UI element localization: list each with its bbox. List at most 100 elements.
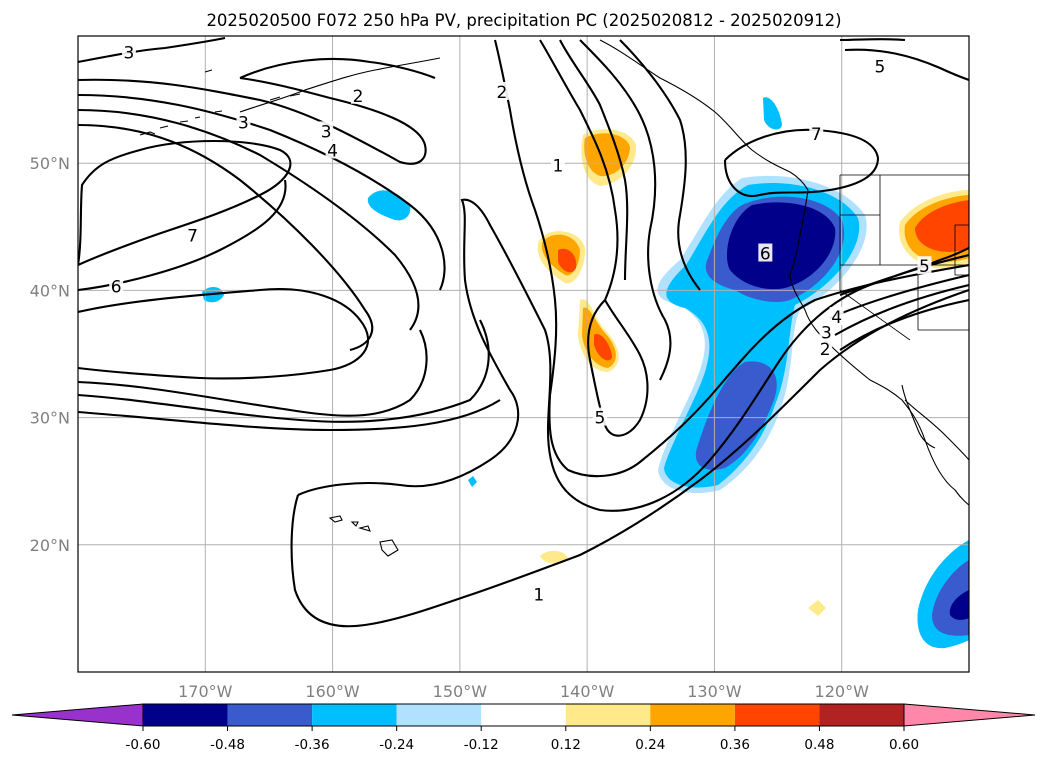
contour-lower-1 xyxy=(78,329,428,417)
contour-label-4: 4 xyxy=(327,141,338,161)
colorbar-segment-8 xyxy=(819,704,904,726)
contour-east-7 xyxy=(723,128,880,197)
colorbar-segment-7 xyxy=(734,704,820,726)
contour-label-3: 3 xyxy=(321,122,332,142)
colorbar-label-9: 0.60 xyxy=(889,737,919,753)
contour-label-bg-5 xyxy=(185,225,200,244)
colorbar-segment-4 xyxy=(481,704,566,726)
contour-label-bg-12 xyxy=(758,243,773,262)
colorbar-label-6: 0.24 xyxy=(635,737,665,753)
contour-label-bg-2 xyxy=(351,85,366,104)
lon-tick-label-1: 160°W xyxy=(305,682,360,701)
negative-blob-4 xyxy=(468,476,477,487)
contour-label-bg-3 xyxy=(319,121,334,140)
contour-lower-5 xyxy=(559,39,629,281)
baja-coast xyxy=(901,384,969,461)
contour-label-bg-11 xyxy=(809,123,824,142)
contour-label-bg-17 xyxy=(917,256,932,275)
negative-anomaly-southeast-extreme xyxy=(949,590,969,620)
lon-tick-label-2: 150°W xyxy=(433,682,488,701)
contour-label-5: 7 xyxy=(187,227,198,247)
colorbar-label-2: -0.36 xyxy=(295,737,330,753)
contour-label-6: 6 xyxy=(111,278,122,298)
contour-label-bg-16 xyxy=(818,338,833,357)
contour-lower-2 xyxy=(78,319,490,423)
colorbar-outline xyxy=(142,703,905,727)
contour-label-bg-15 xyxy=(819,322,834,341)
contour-label-bg-1 xyxy=(236,112,251,131)
colorbar-label-7: 0.36 xyxy=(720,737,750,753)
contour-label-9: 5 xyxy=(594,409,605,429)
pacific-northwest-coast xyxy=(789,189,969,506)
colorbar-extend-min xyxy=(11,703,144,727)
contour-trough-2 xyxy=(539,39,649,437)
contour-4 xyxy=(78,108,420,331)
colorbar-label-3: -0.24 xyxy=(379,737,414,753)
colorbar: -0.60 -0.48 -0.36 -0.24 -0.12 0.12 0.24 0.36 0.4… xyxy=(11,703,1036,753)
contour-east-5 xyxy=(839,247,969,296)
colorbar-extend-max xyxy=(903,703,1036,727)
contour-label-0: 3 xyxy=(124,44,135,64)
positive-anomaly-2-core xyxy=(558,248,577,273)
aleutian-islands xyxy=(139,69,301,136)
negative-anomaly-extreme xyxy=(726,202,836,290)
contour-7-closed xyxy=(78,140,292,266)
contour-label-14: 4 xyxy=(831,308,842,328)
latitude-tick-labels: 20°N 30°N 40°N 50°N xyxy=(30,154,70,555)
lon-tick-label-5: 120°W xyxy=(815,682,870,701)
contour-lower-3 xyxy=(78,399,501,432)
contour-1-south xyxy=(290,198,969,628)
negative-anomaly-strong-south xyxy=(695,361,777,470)
precipitation-shading xyxy=(202,97,969,649)
colorbar-segment-2 xyxy=(312,704,397,726)
colorbar-label-8: 0.48 xyxy=(804,737,834,753)
lat-tick-label-2: 40°N xyxy=(30,281,70,300)
colorbar-label-0: -0.60 xyxy=(126,737,161,753)
colorbar-label-5: 0.12 xyxy=(551,737,581,753)
lat-tick-label-0: 20°N xyxy=(30,536,70,555)
negative-blob-3 xyxy=(763,97,782,130)
positive-blob-small-2 xyxy=(808,600,826,616)
colorbar-label-1: -0.48 xyxy=(210,737,245,753)
contour-label-12: 6 xyxy=(760,245,771,265)
contour-east-3 xyxy=(834,283,969,336)
contour-5 xyxy=(78,123,374,352)
contour-label-bg-4 xyxy=(325,140,340,159)
lat-tick-label-1: 30°N xyxy=(30,409,70,428)
contour-label-11: 7 xyxy=(811,125,822,145)
contour-label-15: 3 xyxy=(821,323,832,343)
contour-label-13: 5 xyxy=(874,58,885,78)
map-frame xyxy=(77,35,970,673)
contour-label-7: 2 xyxy=(496,83,507,103)
contour-label-8: 1 xyxy=(552,157,563,177)
contour-label-bg-10 xyxy=(531,584,546,603)
lat-tick-label-3: 50°N xyxy=(30,154,70,173)
contour-label-bg-0 xyxy=(121,42,136,61)
contour-6-northeast xyxy=(839,38,906,42)
colorbar-segment-0 xyxy=(143,704,228,726)
contour-label-bg-14 xyxy=(829,307,844,326)
contour-label-bg-8 xyxy=(550,155,565,174)
lon-tick-label-3: 140°W xyxy=(560,682,615,701)
contour-trough-3 xyxy=(579,39,672,381)
colorbar-segment-1 xyxy=(227,704,313,726)
contour-5-northeast xyxy=(844,48,969,81)
contour-ridge-2 xyxy=(78,57,436,165)
positive-anomaly-northeast-core xyxy=(915,200,969,252)
colorbar-segment-6 xyxy=(650,704,735,726)
contour-3 xyxy=(78,93,446,291)
colorbar-segment-3 xyxy=(396,704,482,726)
contour-label-1: 3 xyxy=(238,113,249,133)
positive-anomaly-3-core xyxy=(594,334,612,361)
longitude-tick-labels: 170°W 160°W 150°W 140°W 130°W 120°W xyxy=(178,682,869,701)
contour-inner-loop xyxy=(78,288,370,380)
positive-blob-small-1 xyxy=(540,550,568,564)
lon-tick-label-4: 130°W xyxy=(687,682,742,701)
contour-label-17: 5 xyxy=(919,257,930,277)
contour-label-bg-7 xyxy=(494,81,509,100)
contour-label-16: 2 xyxy=(820,340,831,360)
contour-label-10: 1 xyxy=(533,585,544,605)
